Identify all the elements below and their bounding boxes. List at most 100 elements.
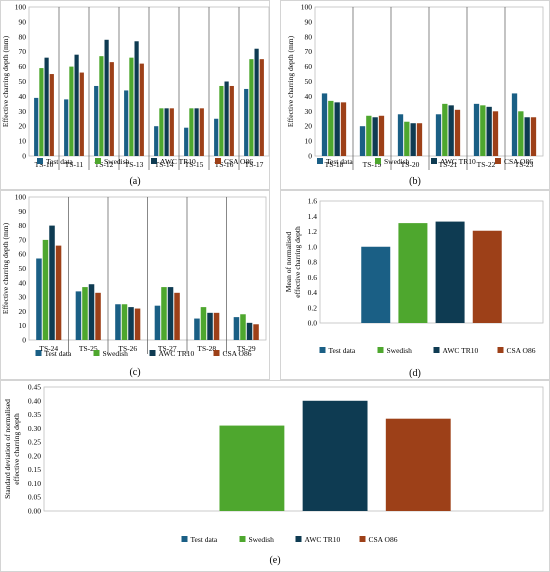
panel-c-ytick-label: 90 xyxy=(19,207,27,216)
panel-c-bar xyxy=(128,307,134,340)
panel-c-legend-swatch-0 xyxy=(35,350,42,356)
panel-b-ytick-label: 50 xyxy=(305,77,313,86)
panel-a-legend-swatch-3 xyxy=(215,158,221,164)
panel-e-legend-label-0: Test data xyxy=(191,535,218,544)
panel-b-ytick-label: 70 xyxy=(305,47,313,56)
panel-b-bar xyxy=(372,117,378,156)
panel-c-legend-label-0: Test data xyxy=(45,349,72,358)
panel-c-legend-swatch-1 xyxy=(93,350,100,356)
panel-b-bar xyxy=(416,123,423,156)
panel-a-bar xyxy=(34,97,39,156)
panel-a-bar xyxy=(229,85,234,156)
panel-d-ytick-label: 1.0 xyxy=(308,242,318,251)
panel-b-bar xyxy=(366,115,372,156)
panel-a-bar xyxy=(169,108,174,156)
panel-e-legend-label-3: CSA O86 xyxy=(369,535,398,544)
panel-d-bar xyxy=(398,223,428,323)
panel-c-bar xyxy=(200,307,207,340)
panel-b-bar xyxy=(473,103,480,156)
panel-b-ytick-label: 60 xyxy=(305,62,313,71)
panel-a-bar xyxy=(189,108,194,156)
panel-a-bar xyxy=(69,66,74,156)
panel-a-bar xyxy=(49,74,54,156)
panel-c-legend-label-1: Swedish xyxy=(103,349,129,358)
panel-e-bar xyxy=(219,425,285,511)
panel-e-ytick-label: 0.05 xyxy=(28,493,41,502)
panel-b-bar xyxy=(486,106,492,156)
panel-a-ytick-label: 20 xyxy=(19,122,27,131)
panel-a-bar xyxy=(244,88,249,156)
panel-a-bar xyxy=(129,57,134,156)
panel-e-ytick-label: 0.25 xyxy=(28,438,41,447)
panel-b-legend-label-1: Swedish xyxy=(384,157,410,166)
panel-c-bar xyxy=(82,287,88,340)
panel-c-bar xyxy=(246,322,253,340)
panel-e-ytick-label: 0.20 xyxy=(28,451,41,460)
panel-b-bar xyxy=(442,103,448,156)
panel-a-legend-label-0: Test data xyxy=(46,157,73,166)
panel-c-category-label: TS-29 xyxy=(237,344,256,353)
panel-b-bar xyxy=(448,105,454,156)
panel-a-ytick-label: 60 xyxy=(19,62,27,71)
panel-c-ytick-label: 10 xyxy=(19,321,27,330)
panel-a-ytick-label: 10 xyxy=(19,137,27,146)
panel-d-ytick-label: 1.6 xyxy=(308,197,318,206)
panel-d-ytick-label: 0.6 xyxy=(308,273,318,282)
panel-a-ytick-label: 0 xyxy=(22,152,26,161)
panel-e-ytick-label: 0.15 xyxy=(28,465,41,474)
panel-c-category-label: TS-26 xyxy=(118,344,137,353)
panel-c-bar xyxy=(95,292,101,340)
panel-e-legend-swatch-3 xyxy=(359,536,366,542)
panel-b-bar xyxy=(530,117,537,156)
panel-c-ytick-label: 80 xyxy=(19,221,27,230)
panel-b-category-label: TS-20 xyxy=(401,160,420,169)
panel-c-bar xyxy=(115,304,121,340)
panel-e-ylabel-line1: Standard deviation of normalised xyxy=(3,399,12,499)
panel-d-legend-label-1: Swedish xyxy=(387,346,413,355)
panel-b-ytick-label: 90 xyxy=(305,17,313,26)
panel-d-ytick-label: 1.4 xyxy=(308,212,318,221)
panel-a-legend-label-2: AWC TR10 xyxy=(160,157,196,166)
panel-e-plot-area xyxy=(43,386,544,512)
panel-b-label: (b) xyxy=(409,176,421,187)
panel-c-category-label: TS-27 xyxy=(158,344,177,353)
panel-a-ytick-label: 70 xyxy=(19,47,27,56)
panel-c-bar xyxy=(207,312,213,340)
panel-a-bar xyxy=(249,59,254,156)
panel-b-ytick-label: 80 xyxy=(305,32,313,41)
panel-c-bar xyxy=(75,291,82,340)
panel-a-bar xyxy=(104,39,109,156)
panel-a-ytick-label: 30 xyxy=(19,107,27,116)
panel-b-ytick-label: 40 xyxy=(305,92,313,101)
panel-c-category-label: TS-24 xyxy=(39,344,58,353)
panel-c-ytick-label: 100 xyxy=(15,193,27,202)
panel-a-category-label: TS-10 xyxy=(35,160,54,169)
panel-e-ytick-label: 0.45 xyxy=(28,383,41,392)
panel-e-label: (e) xyxy=(269,555,280,566)
panel-a-category-label: TS-13 xyxy=(125,160,144,169)
panel-b-legend-swatch-3 xyxy=(495,158,501,164)
panel-e-ytick-label: 0.10 xyxy=(28,479,41,488)
panel-a-category-label: TS-15 xyxy=(185,160,204,169)
panel-c-bar xyxy=(121,304,128,340)
panel-b-bar xyxy=(328,100,334,156)
panel-a-legend-label-1: Swedish xyxy=(104,157,130,166)
panel-c-bar xyxy=(154,305,161,340)
panel-e-legend-label-1: Swedish xyxy=(249,535,275,544)
panel-a-bar xyxy=(259,59,264,156)
panel-b-bar xyxy=(340,102,347,156)
panel-a-ytick-label: 40 xyxy=(19,92,27,101)
panel-e-legend-label-2: AWC TR10 xyxy=(305,535,341,544)
panel-b-category-label: TS-22 xyxy=(477,160,496,169)
panel-a-category-label: TS-11 xyxy=(65,160,84,169)
panel-c-legend-label-2: AWC TR10 xyxy=(159,349,195,358)
panel-c-bar xyxy=(240,314,246,340)
panel-e-ytick-label: 0.00 xyxy=(28,507,41,516)
panel-b-bar xyxy=(334,102,340,156)
panel-c-category-label: TS-25 xyxy=(79,344,98,353)
panel-b-legend-label-0: Test data xyxy=(326,157,353,166)
panel-d-legend-label-3: CSA O86 xyxy=(507,346,536,355)
panel-d-bar xyxy=(435,221,465,323)
panel-c-bar xyxy=(134,308,141,340)
